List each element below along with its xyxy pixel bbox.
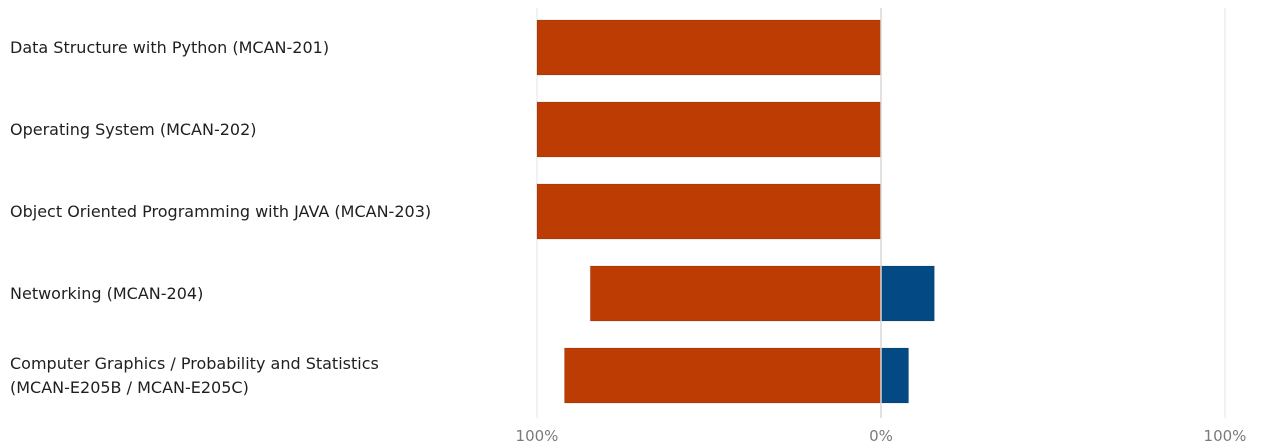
category-label-line: Operating System (MCAN-202) (10, 119, 257, 139)
tick-label-1: 0% (869, 427, 893, 445)
bar-2-left (536, 183, 882, 240)
bar-4-left (564, 347, 882, 404)
bar-4-right (880, 347, 910, 404)
category-label-0: Data Structure with Python (MCAN-201) (10, 36, 530, 60)
category-label-1: Operating System (MCAN-202) (10, 118, 530, 142)
category-label-line: Computer Graphics / Probability and Stat… (10, 353, 379, 373)
bar-3-right (880, 265, 935, 322)
tick-label-2: 100% (1204, 427, 1247, 445)
category-label-4: Computer Graphics / Probability and Stat… (10, 352, 530, 400)
bar-0-left (536, 19, 882, 76)
category-label-2: Object Oriented Programming with JAVA (M… (10, 200, 530, 224)
bar-1-left (536, 101, 882, 158)
category-label-3: Networking (MCAN-204) (10, 282, 530, 306)
tick-label-0: 100% (516, 427, 559, 445)
category-label-line: Data Structure with Python (MCAN-201) (10, 37, 330, 57)
category-label-line: (MCAN-E205B / MCAN-E205C) (10, 377, 249, 397)
bar-3-left (589, 265, 882, 322)
category-label-line: Object Oriented Programming with JAVA (M… (10, 201, 432, 221)
category-label-line: Networking (MCAN-204) (10, 283, 204, 303)
